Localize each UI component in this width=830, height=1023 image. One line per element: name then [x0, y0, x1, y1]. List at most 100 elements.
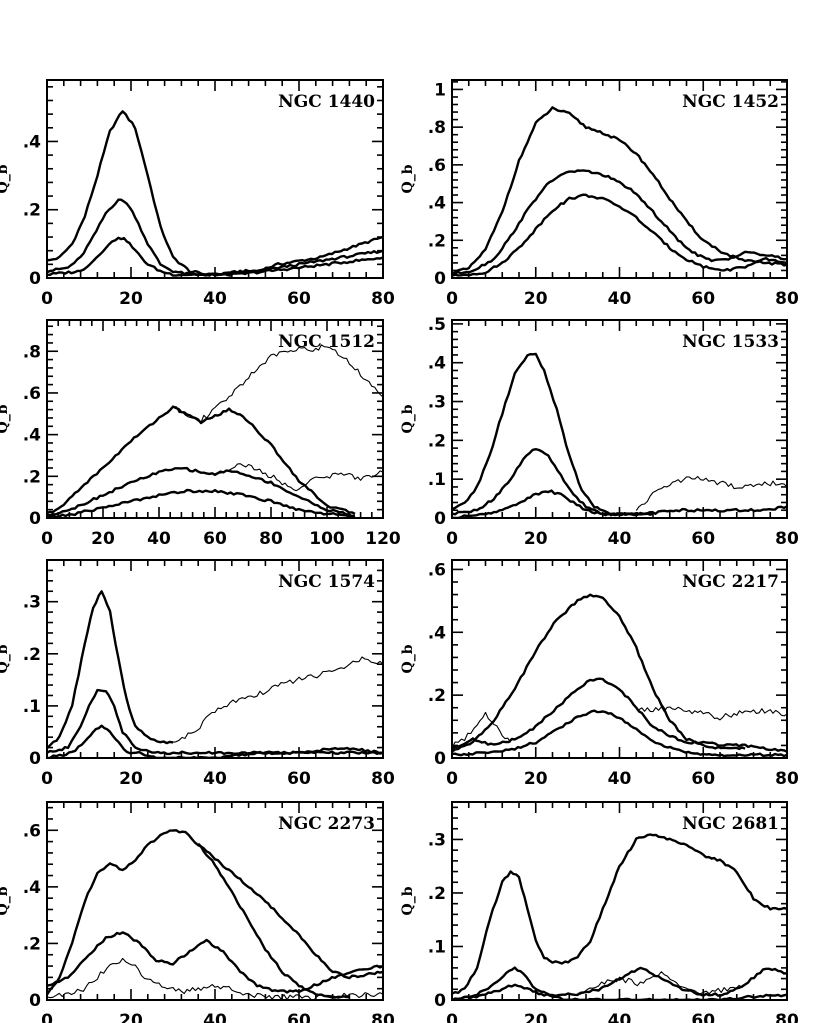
y-tick-label: 0	[434, 509, 446, 529]
x-tick-label: 80	[371, 1011, 395, 1023]
series-line-Q_b	[47, 590, 174, 750]
y-tick-label: .4	[23, 426, 41, 446]
series-line-Q_b	[452, 106, 787, 275]
series-line-Q_2	[452, 448, 654, 517]
y-tick-label: .6	[428, 560, 446, 580]
y-axis-label: Q_b	[0, 644, 11, 673]
x-tick-label: 80	[371, 769, 395, 789]
y-tick-label: 0	[434, 749, 446, 769]
y-tick-label: 0	[434, 991, 446, 1011]
x-tick-label: 80	[775, 529, 799, 549]
series-group	[452, 833, 787, 1000]
panel-title: NGC 2217	[682, 572, 779, 592]
series-line-Q_b	[452, 593, 746, 753]
series-line-Q_2	[452, 169, 787, 276]
x-tick-label: 20	[524, 1011, 548, 1023]
x-tick-label: 20	[91, 529, 115, 549]
series-group	[47, 829, 383, 1000]
x-tick-label: 0	[446, 1011, 458, 1023]
x-tick-label: 20	[524, 529, 548, 549]
x-tick-label: 0	[41, 289, 53, 309]
y-tick-label: .1	[428, 470, 446, 490]
y-axis-label: Q_b	[400, 164, 416, 193]
x-tick-label: 80	[775, 769, 799, 789]
y-tick-label: .8	[23, 342, 41, 362]
series-line-Q_4	[47, 724, 383, 758]
x-tick-label: 20	[119, 1011, 143, 1023]
y-axis-label: Q_b	[0, 886, 11, 915]
series-line-Q_2	[47, 688, 383, 756]
x-tick-label: 40	[203, 769, 227, 789]
panel-6: 0 20 40 60 80 0 .2 .4 .6 NGC 2273 Q_b	[0, 801, 395, 1023]
y-tick-label: .2	[23, 645, 41, 665]
series-line-Q_2_ext	[214, 463, 383, 492]
x-tick-label: 20	[119, 769, 143, 789]
x-tick-label: 0	[446, 289, 458, 309]
x-tick-label: 80	[259, 529, 283, 549]
series-line-Q_thin	[577, 971, 746, 995]
y-tick-label: .6	[428, 156, 446, 176]
series-line-Q_4	[452, 489, 787, 518]
y-tick-label: 0	[434, 269, 446, 289]
y-tick-label: .4	[23, 878, 41, 898]
series-line-Q_b_ext	[197, 842, 383, 980]
series-line-Q_4	[452, 193, 787, 277]
y-axis-label: Q_b	[400, 404, 416, 433]
panel-0: 0 20 40 60 80 0 .2 .4 NGC 1440 Q_b	[0, 79, 395, 309]
x-tick-label: 40	[147, 529, 171, 549]
panel-7: 0 20 40 60 80 0 .1 .2 .3 NGC 2681 Q_b	[400, 801, 799, 1023]
y-tick-label: .3	[23, 593, 41, 613]
panel-title: NGC 1440	[278, 92, 375, 112]
y-tick-label: 0	[29, 269, 41, 289]
x-tick-label: 60	[287, 769, 311, 789]
y-tick-label: 0	[29, 509, 41, 529]
series-line-Q_b_ext	[635, 475, 787, 511]
x-tick-label: 20	[524, 769, 548, 789]
y-tick-label: .2	[428, 686, 446, 706]
series-line-Q_b_ext	[172, 656, 383, 743]
y-tick-label: .2	[23, 201, 41, 221]
panel-title: NGC 2273	[278, 814, 375, 834]
y-tick-label: .2	[428, 884, 446, 904]
series-group	[47, 110, 383, 277]
y-tick-label: .3	[428, 830, 446, 850]
y-tick-label: .4	[428, 623, 446, 643]
y-tick-label: .1	[23, 697, 41, 717]
series-line-Q_b	[452, 833, 787, 995]
y-axis-label: Q_b	[400, 886, 416, 915]
y-axis-label: Q_b	[0, 164, 11, 193]
series-line-Q_4	[452, 709, 787, 758]
series-group	[47, 590, 383, 758]
y-tick-label: .3	[428, 393, 446, 413]
x-tick-label: 60	[691, 529, 715, 549]
series-line-Q_2	[452, 966, 787, 1000]
series-group	[47, 344, 383, 518]
x-tick-label: 60	[287, 289, 311, 309]
x-tick-label: 80	[775, 289, 799, 309]
series-line-Q_b	[47, 829, 350, 999]
x-tick-label: 40	[608, 1011, 632, 1023]
x-tick-label: 60	[691, 1011, 715, 1023]
x-tick-label: 40	[608, 289, 632, 309]
series-line-Q_2	[47, 931, 383, 994]
series-line-Q_b	[47, 110, 383, 277]
series-group	[452, 593, 787, 758]
series-line-Q_bump	[452, 711, 512, 749]
x-tick-label: 60	[691, 289, 715, 309]
x-tick-label: 40	[203, 289, 227, 309]
y-tick-label: 1	[434, 80, 446, 100]
x-tick-label: 0	[41, 1011, 53, 1023]
series-group	[452, 106, 787, 277]
y-tick-label: .2	[428, 431, 446, 451]
y-tick-label: .4	[428, 194, 446, 214]
y-tick-label: .4	[428, 354, 446, 374]
x-tick-label: 40	[608, 529, 632, 549]
x-tick-label: 20	[119, 289, 143, 309]
x-tick-label: 20	[524, 289, 548, 309]
series-line-Q_4	[452, 983, 787, 1000]
panel-3: 0 20 40 60 80 0 .1 .2 .3 .4 .5 NGC 1533 Q_b	[400, 315, 799, 549]
x-tick-label: 60	[691, 769, 715, 789]
y-tick-label: .8	[428, 118, 446, 138]
series-group	[452, 352, 787, 518]
